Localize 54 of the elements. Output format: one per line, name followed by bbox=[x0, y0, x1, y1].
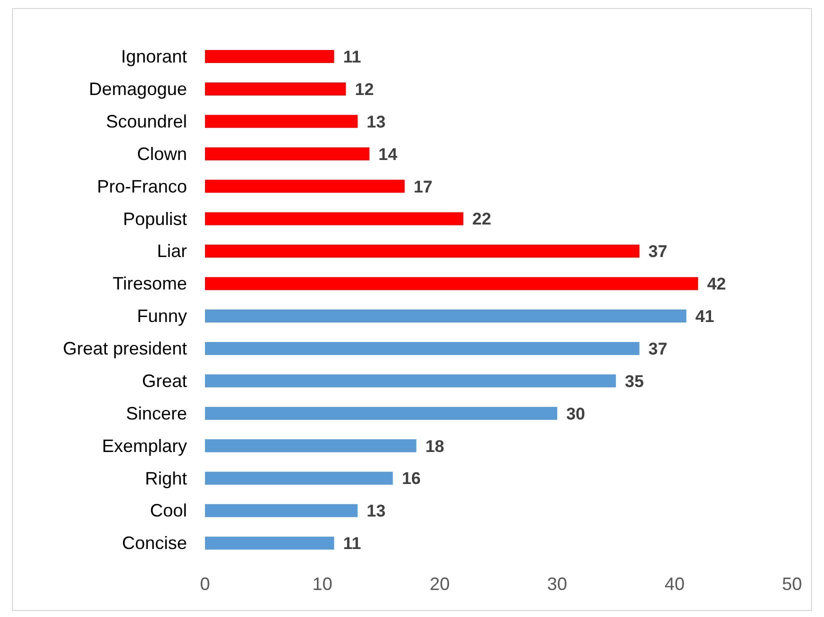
bar bbox=[205, 114, 358, 128]
y-tick-label: Concise bbox=[122, 533, 187, 554]
y-tick-label: Exemplary bbox=[102, 436, 187, 456]
x-tick-label: 30 bbox=[547, 574, 568, 594]
y-tick-label: Pro-Franco bbox=[96, 176, 187, 196]
data-label: 37 bbox=[648, 339, 668, 358]
bar bbox=[205, 50, 334, 63]
y-tick-label: Great president bbox=[62, 338, 187, 359]
data-label: 13 bbox=[366, 502, 386, 521]
data-label: 12 bbox=[354, 80, 374, 99]
y-tick-label: Demagogue bbox=[88, 79, 187, 100]
bar bbox=[205, 374, 616, 388]
bar bbox=[205, 82, 346, 96]
data-label: 41 bbox=[695, 307, 714, 326]
data-label: 17 bbox=[414, 177, 432, 196]
bar bbox=[205, 536, 334, 550]
y-tick-label: Great bbox=[142, 370, 187, 391]
data-label: 14 bbox=[378, 144, 398, 164]
x-tick-label: 0 bbox=[200, 574, 210, 594]
data-label: 11 bbox=[343, 534, 362, 554]
bar bbox=[205, 406, 558, 420]
y-tick-label: Ignorant bbox=[120, 46, 187, 67]
data-label: 42 bbox=[707, 274, 726, 294]
bar bbox=[205, 244, 640, 258]
bar bbox=[205, 439, 416, 452]
bar bbox=[205, 212, 464, 226]
x-tick-label: 20 bbox=[430, 574, 450, 594]
bar bbox=[205, 180, 405, 193]
y-tick-label: Tiresome bbox=[112, 274, 187, 294]
x-tick-label: 40 bbox=[664, 574, 685, 594]
bar bbox=[205, 310, 686, 322]
y-tick-label: Scoundrel bbox=[106, 111, 187, 132]
bar bbox=[205, 504, 358, 518]
data-label: 30 bbox=[566, 404, 586, 424]
data-label: 16 bbox=[402, 469, 421, 488]
y-tick-label: Liar bbox=[156, 241, 188, 262]
data-label: 35 bbox=[624, 372, 644, 391]
data-label: 37 bbox=[648, 242, 668, 262]
bar bbox=[205, 147, 370, 160]
data-label: 22 bbox=[472, 210, 492, 229]
y-tick-label: Sincere bbox=[126, 403, 187, 424]
data-label: 11 bbox=[343, 48, 362, 67]
x-tick-label: 50 bbox=[782, 574, 802, 594]
bar bbox=[205, 472, 393, 485]
y-tick-label: Populist bbox=[122, 208, 187, 229]
y-tick-label: Cool bbox=[150, 500, 187, 521]
x-tick-label: 10 bbox=[312, 574, 332, 594]
y-tick-label: Clown bbox=[136, 144, 187, 164]
data-label: 18 bbox=[425, 436, 444, 456]
bar bbox=[205, 342, 640, 355]
y-tick-label: Funny bbox=[136, 306, 187, 326]
bar bbox=[205, 277, 698, 290]
y-tick-label: Right bbox=[144, 468, 187, 488]
data-label: 13 bbox=[366, 112, 386, 132]
